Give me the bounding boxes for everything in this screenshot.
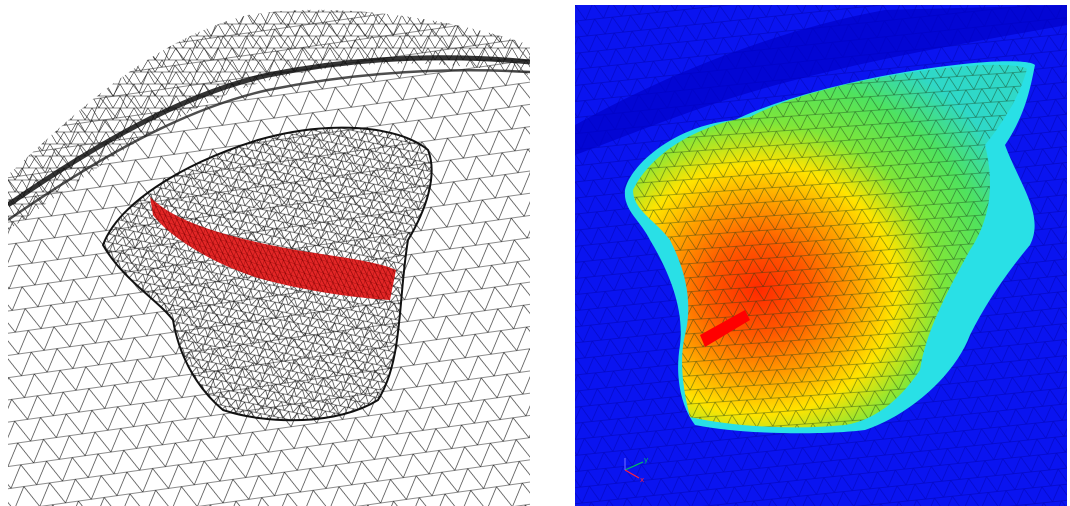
wireframe-panel <box>8 0 530 506</box>
contour-panel: y x <box>575 5 1067 506</box>
axis-y-label: y <box>644 456 648 464</box>
axis-x-label: x <box>640 476 644 484</box>
contour-canvas: y x <box>575 5 1067 506</box>
wireframe-canvas <box>8 0 530 506</box>
